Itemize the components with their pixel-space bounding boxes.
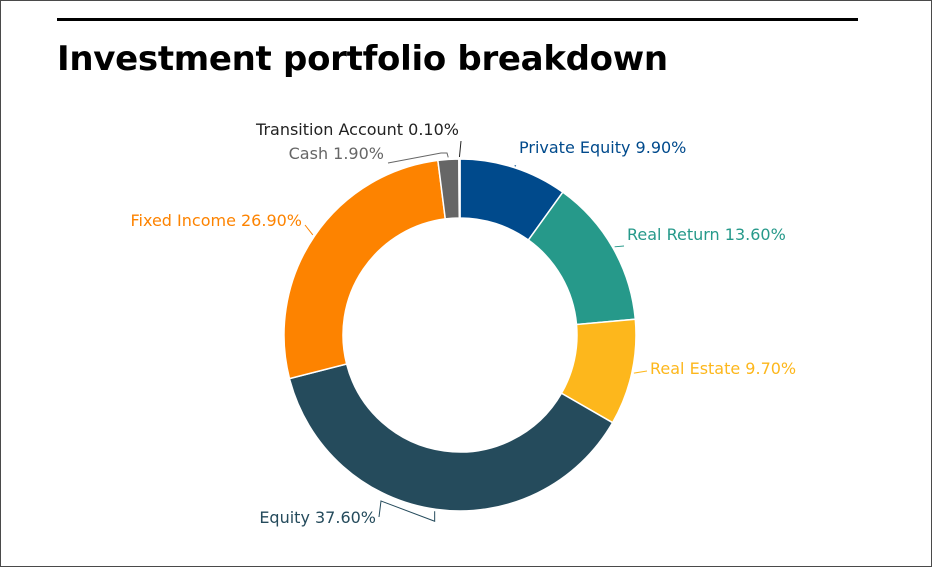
- label-real-estate: Real Estate 9.70%: [650, 359, 796, 378]
- label-fixed-income: Fixed Income 26.90%: [130, 211, 302, 230]
- slice-fixed-income[interactable]: [283, 159, 447, 380]
- label-transition-account: Transition Account 0.10%: [255, 120, 459, 139]
- slice-transition-account[interactable]: [458, 158, 461, 219]
- label-real-return: Real Return 13.60%: [627, 225, 786, 244]
- leader-real-estate: [633, 370, 648, 374]
- label-private-equity: Private Equity 9.90%: [519, 138, 686, 157]
- leader-equity: [378, 500, 436, 522]
- title-rule: [57, 18, 858, 21]
- leader-cash: [387, 152, 449, 164]
- label-equity: Equity 37.60%: [259, 508, 376, 527]
- slice-labels: Private Equity 9.90% Real Return 13.60% Re…: [130, 120, 796, 527]
- leader-real-return: [614, 245, 625, 248]
- donut-slices: [283, 158, 637, 512]
- leader-fixed-income: [304, 224, 314, 236]
- label-leader-lines: [304, 140, 648, 522]
- slice-equity[interactable]: [288, 363, 614, 512]
- leader-transition-account: [458, 140, 462, 158]
- chart-title: Investment portfolio breakdown: [57, 39, 668, 79]
- label-cash: Cash 1.90%: [289, 144, 384, 163]
